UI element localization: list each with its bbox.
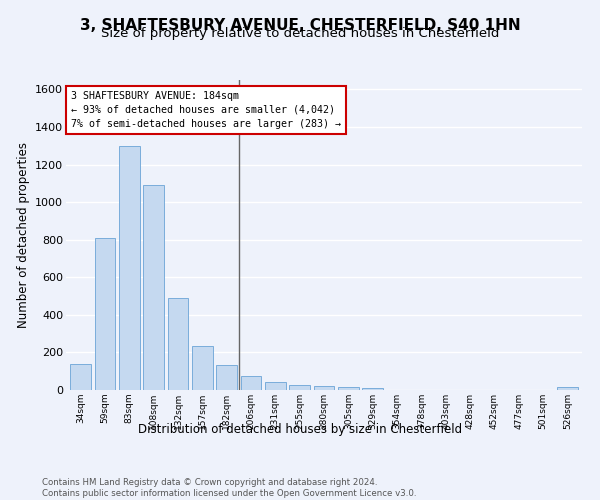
Text: Distribution of detached houses by size in Chesterfield: Distribution of detached houses by size … (138, 422, 462, 436)
Bar (167, 298, 188, 390)
Y-axis label: Number of detached properties: Number of detached properties (17, 142, 29, 328)
Bar (314, 386, 334, 390)
Text: 3 SHAFTESBURY AVENUE: 184sqm
← 93% of detached houses are smaller (4,042)
7% of : 3 SHAFTESBURY AVENUE: 184sqm ← 93% of de… (71, 91, 341, 129)
Bar (143, 185, 164, 390)
Bar (557, 386, 578, 390)
Bar (95, 238, 115, 390)
Bar (119, 146, 140, 390)
Bar (265, 382, 286, 390)
Bar (241, 376, 262, 390)
Bar (338, 387, 359, 390)
Bar (289, 384, 310, 390)
Text: 3, SHAFTESBURY AVENUE, CHESTERFIELD, S40 1HN: 3, SHAFTESBURY AVENUE, CHESTERFIELD, S40… (80, 18, 520, 32)
Bar (216, 364, 237, 390)
Text: Size of property relative to detached houses in Chesterfield: Size of property relative to detached ho… (101, 28, 499, 40)
Bar (192, 346, 212, 390)
Text: Contains HM Land Registry data © Crown copyright and database right 2024.
Contai: Contains HM Land Registry data © Crown c… (42, 478, 416, 498)
Bar (70, 364, 91, 390)
Bar (362, 388, 383, 390)
